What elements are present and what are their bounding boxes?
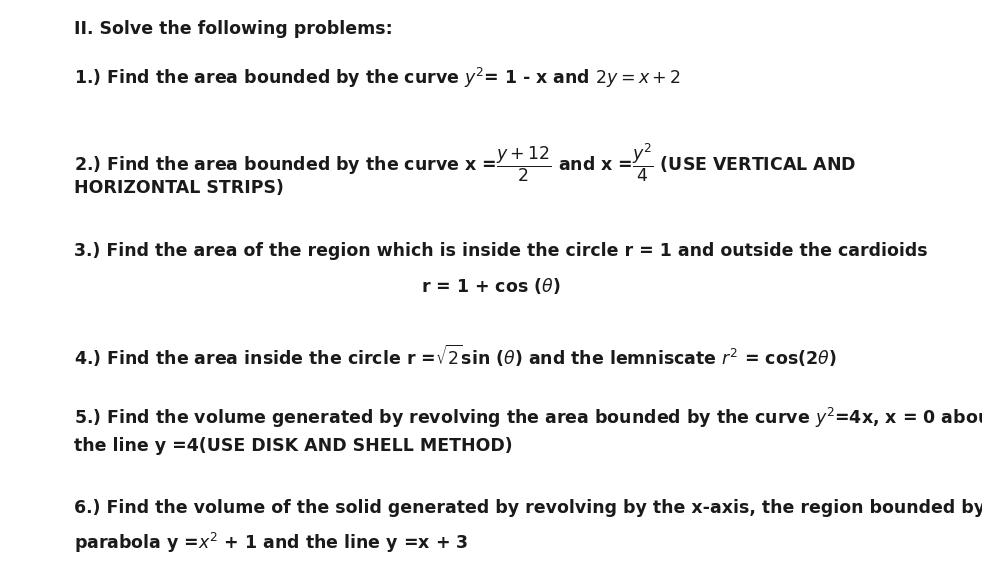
Text: HORIZONTAL STRIPS): HORIZONTAL STRIPS) <box>74 179 284 196</box>
Text: 1.) Find the area bounded by the curve $y^2$= 1 - x and $2y = x + 2$: 1.) Find the area bounded by the curve $… <box>74 66 681 90</box>
Text: II. Solve the following problems:: II. Solve the following problems: <box>74 20 393 38</box>
Text: the line y =4(USE DISK AND SHELL METHOD): the line y =4(USE DISK AND SHELL METHOD) <box>74 437 513 454</box>
Text: 3.) Find the area of the region which is inside the circle r = 1 and outside the: 3.) Find the area of the region which is… <box>74 242 927 260</box>
Text: 5.) Find the volume generated by revolving the area bounded by the curve $y^2$=4: 5.) Find the volume generated by revolvi… <box>74 406 982 430</box>
Text: r = 1 + cos ($\theta$): r = 1 + cos ($\theta$) <box>421 276 561 297</box>
Text: 2.) Find the area bounded by the curve x =$\dfrac{y+12}{2}$ and x =$\dfrac{y^2}{: 2.) Find the area bounded by the curve x… <box>74 141 856 184</box>
Text: 6.) Find the volume of the solid generated by revolving by the x-axis, the regio: 6.) Find the volume of the solid generat… <box>74 499 982 517</box>
Text: 4.) Find the area inside the circle r =$\sqrt{2}$sin ($\theta$) and the lemnisca: 4.) Find the area inside the circle r =$… <box>74 343 836 369</box>
Text: parabola y =$x^2$ + 1 and the line y =x + 3: parabola y =$x^2$ + 1 and the line y =x … <box>74 531 467 555</box>
